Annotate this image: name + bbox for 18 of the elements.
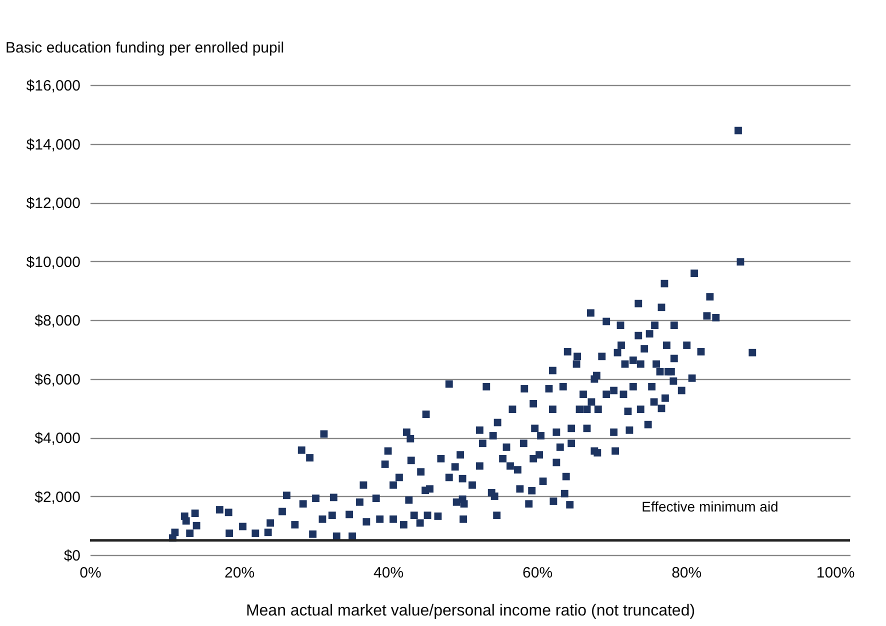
ref-line-label: Effective minimum aid: [642, 498, 778, 514]
x-axis-title: Mean actual market value/personal income ratio (not truncated): [246, 602, 696, 620]
x-tick-label: 20%: [224, 564, 255, 582]
y-tick-label: $4,000: [34, 430, 80, 447]
y-tick-label: $6,000: [34, 371, 80, 388]
y-tick-label: $16,000: [26, 78, 80, 94]
y-tick-label: $12,000: [26, 195, 80, 212]
y-tick-label: $10,000: [26, 254, 80, 271]
y-axis-title: Basic education funding per enrolled pupil: [6, 40, 284, 56]
x-tick-label: 40%: [374, 564, 404, 582]
x-tick-label: 80%: [672, 564, 702, 582]
y-tick-label: $2,000: [34, 488, 80, 506]
x-tick-label: 0%: [80, 564, 102, 582]
x-tick-label: 100%: [816, 564, 855, 582]
y-tick-label: $0: [64, 548, 80, 564]
y-tick-label: $14,000: [26, 136, 80, 154]
x-tick-label: 60%: [522, 564, 553, 582]
y-tick-label: $8,000: [34, 312, 80, 330]
